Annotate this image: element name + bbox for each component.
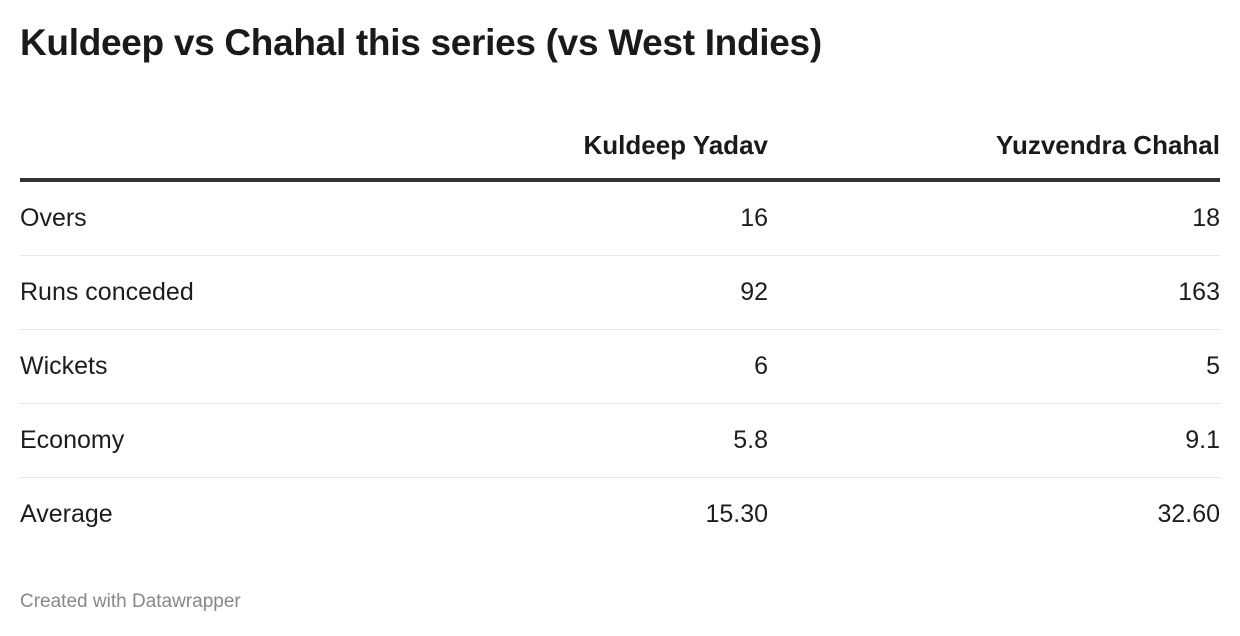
table-row: Average 15.30 32.60: [20, 478, 1220, 552]
row-label: Wickets: [20, 329, 320, 404]
header-chahal: Yuzvendra Chahal: [768, 112, 1220, 182]
table-row: Wickets 6 5: [20, 329, 1220, 404]
header-label: [20, 112, 320, 182]
cell-chahal: 18: [768, 180, 1220, 256]
cell-kuldeep: 92: [320, 255, 768, 330]
footer-credit: Created with Datawrapper: [20, 591, 241, 612]
row-label: Runs conceded: [20, 255, 320, 330]
row-label: Overs: [20, 180, 320, 256]
cell-kuldeep: 15.30: [705, 500, 768, 528]
cell-chahal: 163: [768, 255, 1220, 330]
table-row: Economy 5.8 9.1: [20, 403, 1220, 478]
header-row: Kuldeep Yadav Yuzvendra Chahal: [20, 112, 1220, 182]
cell-chahal: 32.60: [1157, 500, 1220, 528]
cell-kuldeep: 16: [320, 180, 768, 256]
cell-kuldeep: 6: [320, 329, 768, 404]
cell-chahal: 9.1: [768, 403, 1220, 478]
cell-kuldeep: 5.8: [320, 403, 768, 478]
chart-title: Kuldeep vs Chahal this series (vs West I…: [20, 22, 822, 63]
cell-chahal: 5: [768, 329, 1220, 404]
table-row: Runs conceded 92 163: [20, 255, 1220, 330]
table-row: Overs 16 18: [20, 180, 1220, 256]
row-label: Average: [20, 500, 113, 528]
header-kuldeep: Kuldeep Yadav: [320, 112, 768, 182]
comparison-table: Kuldeep Yadav Yuzvendra Chahal Overs 16 18…: [20, 112, 1220, 551]
row-label: Economy: [20, 403, 320, 478]
